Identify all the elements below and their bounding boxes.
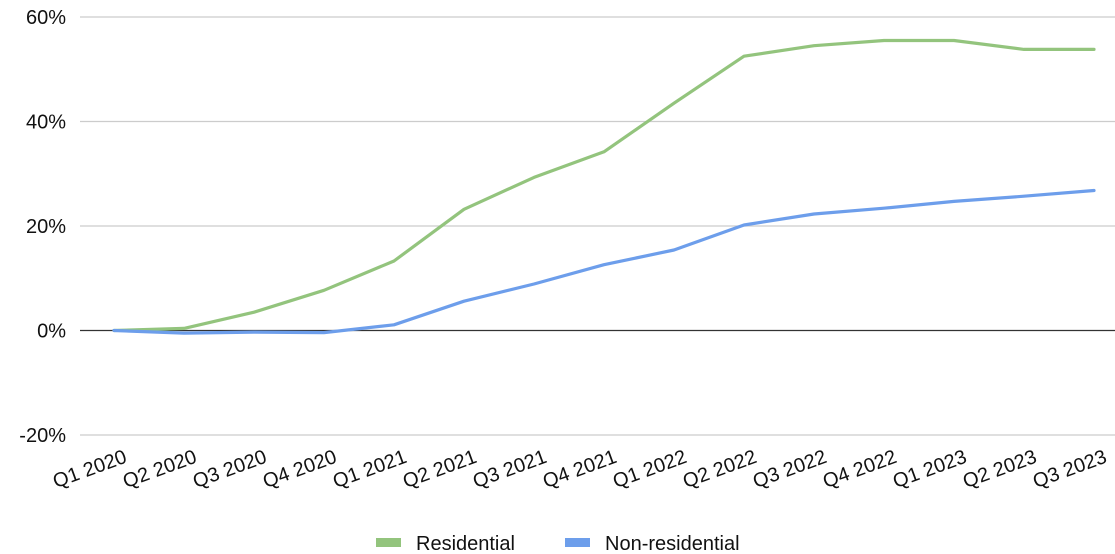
x-tick-label: Q2 2020 <box>120 446 200 493</box>
y-tick-label: 20% <box>26 216 66 238</box>
y-tick-label: 40% <box>26 112 66 134</box>
legend-swatch <box>565 538 590 547</box>
y-tick-label: 60% <box>26 7 66 29</box>
x-tick-label: Q2 2023 <box>960 446 1040 493</box>
x-tick-label: Q3 2023 <box>1030 446 1110 493</box>
x-tick-label: Q3 2022 <box>750 446 830 493</box>
y-tick-label: 0% <box>37 321 66 343</box>
x-tick-label: Q1 2020 <box>50 446 130 493</box>
x-tick-label: Q1 2021 <box>330 446 410 493</box>
x-tick-label: Q2 2022 <box>680 446 760 493</box>
x-tick-label: Q4 2020 <box>260 446 340 493</box>
legend-swatch <box>376 538 401 547</box>
x-tick-label: Q4 2021 <box>540 446 620 493</box>
x-tick-label: Q2 2021 <box>400 446 480 493</box>
series-line-residential <box>112 38 1096 333</box>
legend-label: Residential <box>416 533 515 554</box>
legend: Residential Non-residential <box>376 533 740 554</box>
y-axis-ticks: -20% 0% 20% 40% 60% <box>19 7 66 447</box>
x-tick-label: Q1 2023 <box>890 446 970 493</box>
x-tick-label: Q3 2020 <box>190 446 270 493</box>
legend-label: Non-residential <box>605 533 740 554</box>
series-line-non-residential <box>112 188 1096 335</box>
y-tick-label: -20% <box>19 425 66 447</box>
series-lines <box>112 38 1096 335</box>
gridlines <box>80 16 1115 436</box>
x-tick-label: Q3 2021 <box>470 446 550 493</box>
x-tick-label: Q4 2022 <box>820 446 900 493</box>
x-tick-label: Q1 2022 <box>610 446 690 493</box>
